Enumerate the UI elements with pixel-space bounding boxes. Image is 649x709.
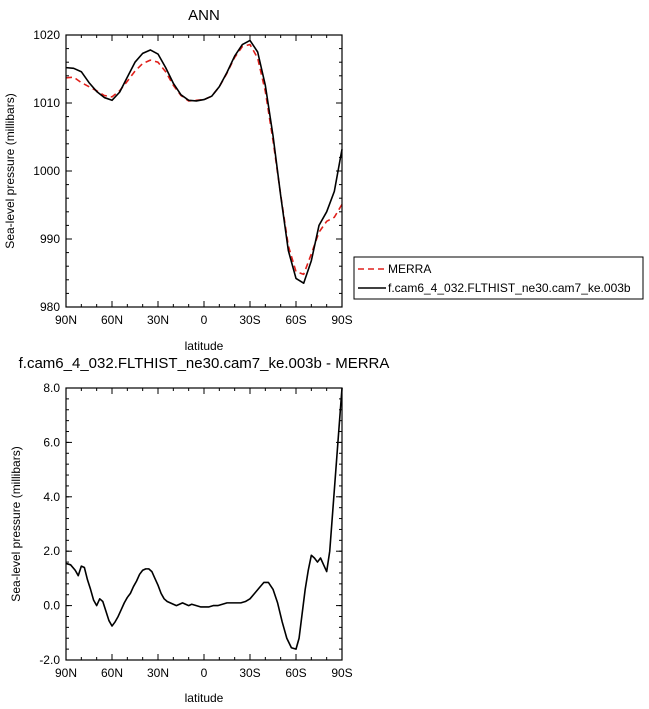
x-axis-label-bottom: latitude bbox=[185, 691, 224, 705]
y-tick-label-top: 1010 bbox=[33, 96, 60, 110]
legend: MERRA f.cam6_4_032.FLTHIST_ne30.cam7_ke.… bbox=[353, 256, 644, 300]
x-axis-label-top: latitude bbox=[185, 339, 224, 353]
chart-bottom: f.cam6_4_032.FLTHIST_ne30.cam7_ke.003b -… bbox=[9, 355, 389, 705]
x-tick-label-bottom: 60S bbox=[285, 666, 306, 680]
x-tick-label-bottom: 90N bbox=[55, 666, 77, 680]
y-tick-label-bottom: 8.0 bbox=[43, 381, 60, 395]
x-tick-label-top: 30N bbox=[147, 313, 169, 327]
series-line-bottom-0 bbox=[65, 387, 343, 650]
y-tick-label-top: 1020 bbox=[33, 28, 60, 42]
plot-area-bottom: 90N 60N 30N 0 30S 60S 90S -2.0 0.0 2.0 4.0 6.0 8.0 bbox=[39, 381, 352, 680]
y-tick-label-top: 990 bbox=[40, 232, 60, 246]
y-tick-label-top: 1000 bbox=[33, 164, 60, 178]
legend-label-merra: MERRA bbox=[388, 262, 431, 276]
y-tick-label-bottom: 0.0 bbox=[43, 599, 60, 613]
y-tick-label-bottom: -2.0 bbox=[39, 653, 60, 667]
y-tick-label-bottom: 6.0 bbox=[43, 435, 60, 449]
x-tick-label-bottom: 0 bbox=[201, 666, 208, 680]
x-tick-label-top: 60N bbox=[101, 313, 123, 327]
x-tick-label-top: 0 bbox=[201, 313, 208, 327]
y-tick-label-bottom: 2.0 bbox=[43, 544, 60, 558]
plot-area-top: 90N 60N 30N 0 30S 60S 90S 980 990 1000 1010 1020 bbox=[33, 28, 352, 327]
legend-label-model: f.cam6_4_032.FLTHIST_ne30.cam7_ke.003b bbox=[388, 281, 631, 295]
legend-box bbox=[353, 256, 644, 300]
chart-title-top: ANN bbox=[188, 7, 220, 24]
series-line-top-1 bbox=[65, 39, 343, 285]
y-axis-label-top: Sea-level pressure (millibars) bbox=[3, 93, 17, 248]
y-axis-label-bottom: Sea-level pressure (millibars) bbox=[9, 446, 23, 601]
x-tick-label-top: 60S bbox=[285, 313, 306, 327]
y-tick-label-bottom: 4.0 bbox=[43, 490, 60, 504]
series-line-top-0 bbox=[65, 43, 343, 276]
x-tick-label-top: 30S bbox=[239, 313, 260, 327]
x-tick-label-bottom: 30N bbox=[147, 666, 169, 680]
chart-title-bottom: f.cam6_4_032.FLTHIST_ne30.cam7_ke.003b -… bbox=[19, 355, 390, 372]
x-tick-label-bottom: 60N bbox=[101, 666, 123, 680]
chart-top: ANN 90N 60N 30N 0 30S 60S 90S 980 990 1000 1010 102… bbox=[3, 7, 644, 353]
y-tick-label-top: 980 bbox=[40, 300, 60, 314]
x-tick-label-top: 90S bbox=[331, 313, 352, 327]
plot-frame-top bbox=[65, 34, 343, 308]
x-tick-label-bottom: 90S bbox=[331, 666, 352, 680]
plot-frame-bottom bbox=[65, 387, 343, 661]
x-tick-label-bottom: 30S bbox=[239, 666, 260, 680]
x-tick-label-top: 90N bbox=[55, 313, 77, 327]
